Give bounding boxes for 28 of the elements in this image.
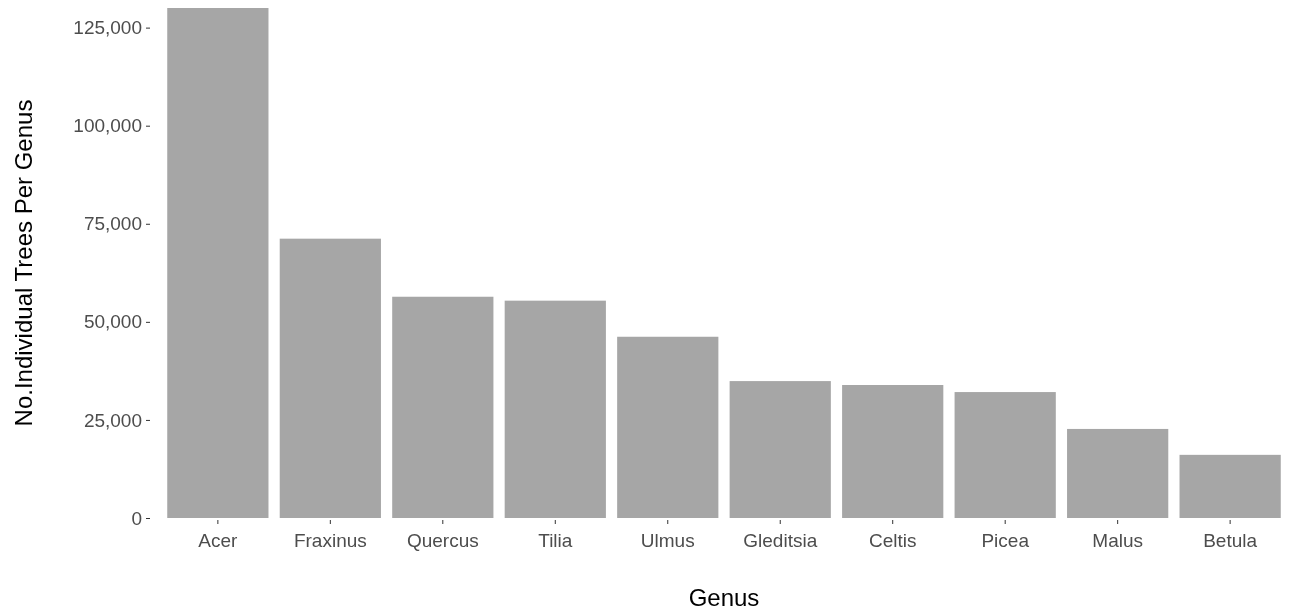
bar: [1067, 428, 1169, 518]
x-tick-label: Celtis: [868, 530, 917, 552]
x-tick-label: Malus: [1092, 530, 1144, 552]
x-tick-label: Quercus: [406, 530, 479, 552]
bar: [504, 300, 606, 518]
y-tick-label: 125,000: [73, 17, 142, 39]
x-tick-label: Gleditsia: [743, 530, 818, 552]
x-tick-label: Tilia: [538, 530, 573, 552]
x-tick-label: Picea: [981, 530, 1030, 552]
x-axis-title: Genus: [688, 584, 760, 611]
x-tick-label: Acer: [198, 530, 239, 552]
bar: [617, 336, 719, 518]
y-tick-label: 0: [131, 507, 142, 529]
x-tick-label: Fraxinus: [293, 530, 367, 552]
y-tick-label: 75,000: [83, 213, 142, 235]
bar: [1179, 454, 1281, 518]
bar: [167, 8, 269, 518]
bar: [729, 381, 831, 518]
y-tick-label: 100,000: [73, 115, 142, 137]
bar: [279, 238, 381, 518]
bar: [842, 385, 944, 518]
y-tick-label: 25,000: [83, 409, 142, 431]
y-axis-title: No.Individual Trees Per Genus: [10, 99, 37, 427]
x-tick-label: Ulmus: [640, 530, 695, 552]
y-tick-label: 50,000: [83, 311, 142, 333]
x-tick-label: Betula: [1203, 530, 1258, 552]
bar: [392, 296, 494, 518]
bar: [954, 392, 1056, 518]
